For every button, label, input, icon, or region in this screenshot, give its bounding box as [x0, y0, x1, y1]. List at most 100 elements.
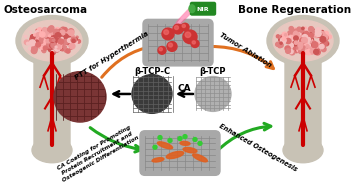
Circle shape [304, 27, 306, 29]
Circle shape [318, 38, 323, 42]
Circle shape [50, 35, 54, 39]
Circle shape [64, 40, 68, 44]
Circle shape [198, 141, 202, 145]
Circle shape [69, 44, 73, 48]
Circle shape [45, 38, 51, 44]
Circle shape [42, 30, 44, 32]
Circle shape [56, 41, 59, 44]
Circle shape [153, 145, 157, 149]
Circle shape [286, 49, 290, 53]
Circle shape [50, 40, 52, 42]
Circle shape [169, 43, 173, 47]
Circle shape [32, 45, 34, 47]
Circle shape [284, 35, 286, 37]
Circle shape [305, 34, 310, 39]
Text: Osteosarcoma: Osteosarcoma [4, 5, 88, 15]
Circle shape [285, 38, 291, 44]
Circle shape [322, 41, 327, 46]
Circle shape [300, 35, 306, 41]
Circle shape [31, 35, 36, 40]
Circle shape [294, 44, 298, 49]
Ellipse shape [267, 15, 339, 66]
Circle shape [306, 32, 308, 34]
Circle shape [301, 39, 305, 42]
Circle shape [51, 36, 56, 41]
Circle shape [296, 33, 302, 39]
Circle shape [70, 43, 75, 49]
Circle shape [59, 43, 62, 47]
Circle shape [57, 45, 60, 48]
Circle shape [54, 37, 56, 39]
Circle shape [30, 38, 33, 41]
Circle shape [299, 50, 302, 53]
Circle shape [53, 34, 59, 40]
Circle shape [54, 46, 57, 49]
Circle shape [195, 77, 231, 111]
Circle shape [36, 36, 40, 41]
Circle shape [301, 40, 306, 44]
Circle shape [64, 45, 66, 47]
FancyBboxPatch shape [191, 2, 215, 15]
Circle shape [293, 41, 298, 46]
Circle shape [282, 32, 287, 37]
Circle shape [312, 42, 318, 47]
Circle shape [320, 43, 326, 48]
Circle shape [294, 28, 296, 30]
Circle shape [290, 29, 296, 35]
Circle shape [56, 41, 58, 44]
Circle shape [164, 30, 169, 34]
Circle shape [278, 44, 282, 48]
Circle shape [66, 49, 70, 53]
Circle shape [306, 36, 311, 41]
Ellipse shape [166, 151, 184, 159]
Ellipse shape [283, 138, 323, 163]
Circle shape [313, 46, 316, 48]
Circle shape [191, 40, 199, 47]
Circle shape [30, 32, 32, 33]
Circle shape [276, 42, 280, 46]
Circle shape [56, 37, 58, 39]
Circle shape [302, 39, 304, 41]
Circle shape [293, 30, 295, 32]
Circle shape [49, 26, 54, 31]
Circle shape [63, 36, 66, 39]
Circle shape [64, 36, 66, 38]
Circle shape [316, 48, 318, 50]
Circle shape [304, 34, 310, 40]
Circle shape [280, 35, 285, 40]
Circle shape [322, 41, 326, 45]
Circle shape [305, 45, 307, 47]
Circle shape [301, 41, 305, 45]
Circle shape [300, 33, 302, 35]
Circle shape [321, 40, 323, 42]
Circle shape [54, 40, 56, 42]
Circle shape [300, 44, 302, 47]
Circle shape [55, 33, 61, 38]
Circle shape [69, 30, 74, 36]
Circle shape [295, 40, 299, 43]
Circle shape [32, 46, 35, 49]
Circle shape [286, 49, 289, 52]
Circle shape [48, 29, 54, 35]
Circle shape [293, 29, 299, 34]
Circle shape [27, 42, 29, 45]
Circle shape [289, 26, 293, 31]
Text: β-TCP: β-TCP [200, 67, 226, 76]
Circle shape [63, 28, 67, 32]
Circle shape [33, 43, 35, 45]
Circle shape [59, 29, 62, 31]
Circle shape [295, 40, 297, 42]
Circle shape [283, 36, 286, 39]
Circle shape [312, 44, 316, 47]
Circle shape [50, 37, 56, 43]
Circle shape [308, 37, 313, 42]
Circle shape [43, 35, 48, 40]
Circle shape [46, 35, 51, 41]
Circle shape [51, 43, 56, 48]
Circle shape [279, 43, 283, 46]
Circle shape [299, 46, 302, 50]
Circle shape [41, 39, 47, 45]
Circle shape [280, 38, 286, 43]
Circle shape [320, 32, 325, 37]
Circle shape [297, 36, 299, 38]
